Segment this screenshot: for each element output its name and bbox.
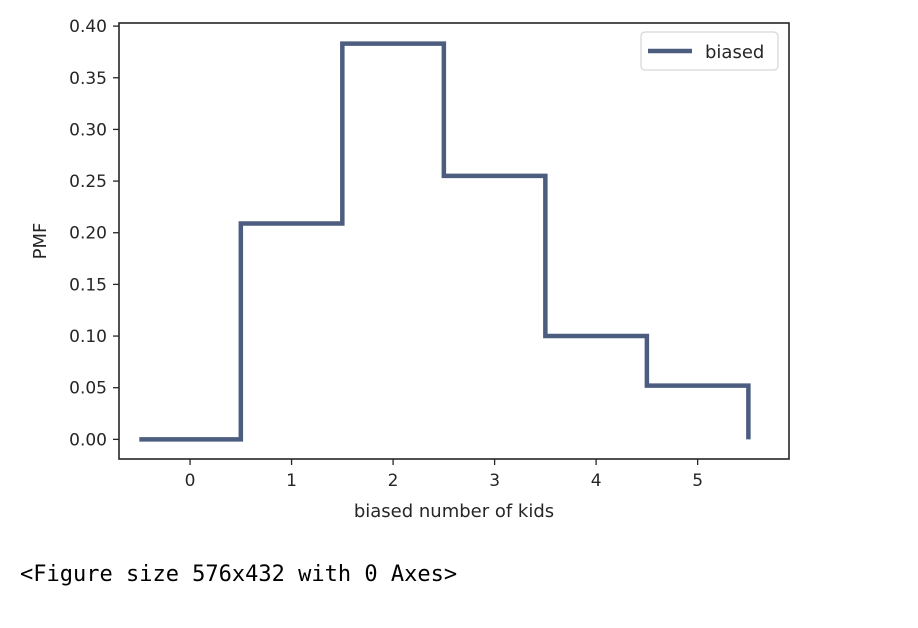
x-tick-label: 3 xyxy=(489,471,500,491)
y-axis-label: PMF xyxy=(30,223,51,260)
y-tick-label: 0.25 xyxy=(69,172,107,192)
axes-frame xyxy=(118,22,790,460)
y-tick-label: 0.10 xyxy=(69,327,107,347)
y-tick-label: 0.40 xyxy=(69,17,107,37)
y-tick-label: 0.15 xyxy=(69,275,107,295)
figure-caption: <Figure size 576x432 with 0 Axes> xyxy=(20,562,458,587)
x-axis: 0 1 2 3 4 5 xyxy=(185,459,703,491)
y-tick-label: 0.30 xyxy=(69,120,107,140)
plot-area xyxy=(139,41,751,442)
legend-entry-biased: biased xyxy=(705,42,764,63)
x-tick-label: 4 xyxy=(591,471,602,491)
y-tick-label: 0.00 xyxy=(69,430,107,450)
x-tick-label: 2 xyxy=(388,471,399,491)
legend: biased xyxy=(640,31,779,71)
y-tick-label: 0.20 xyxy=(69,224,107,244)
y-tick-label: 0.05 xyxy=(69,379,107,399)
x-axis-label: biased number of kids xyxy=(354,501,554,522)
legend-box xyxy=(640,31,779,71)
x-tick-label: 1 xyxy=(286,471,297,491)
y-axis: 0.00 0.05 0.10 0.15 0.20 0.25 0.30 0.35 0.40 xyxy=(69,17,119,450)
x-tick-label: 5 xyxy=(692,471,703,491)
y-tick-label: 0.35 xyxy=(69,69,107,89)
x-tick-label: 0 xyxy=(185,471,196,491)
series-line-biased xyxy=(139,41,751,442)
